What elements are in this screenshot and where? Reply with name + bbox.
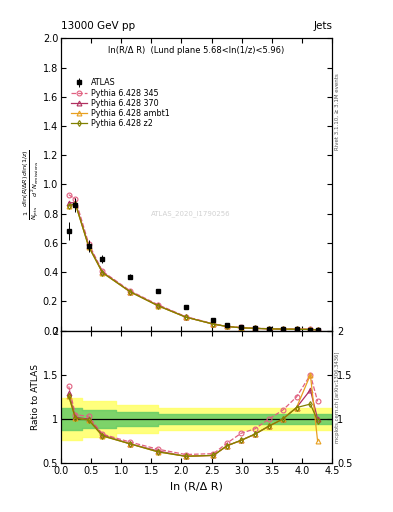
Pythia 6.428 ambt1: [66, 203, 71, 209]
Pythia 6.428 370: [308, 326, 313, 332]
Pythia 6.428 ambt1: [266, 326, 271, 332]
Text: mcplots.cern.ch [arXiv:1306.3436]: mcplots.cern.ch [arXiv:1306.3436]: [335, 351, 340, 443]
Pythia 6.428 345: [266, 326, 271, 332]
Pythia 6.428 z2: [266, 326, 271, 332]
Pythia 6.428 345: [73, 196, 78, 202]
Pythia 6.428 z2: [253, 325, 257, 331]
Text: 13000 GeV pp: 13000 GeV pp: [61, 20, 135, 31]
Pythia 6.428 ambt1: [183, 314, 188, 320]
Pythia 6.428 370: [100, 269, 105, 275]
Pythia 6.428 370: [128, 289, 132, 295]
Pythia 6.428 z2: [156, 303, 160, 309]
Pythia 6.428 345: [315, 327, 320, 333]
Pythia 6.428 345: [225, 323, 230, 329]
Pythia 6.428 ambt1: [253, 325, 257, 331]
Pythia 6.428 ambt1: [294, 326, 299, 332]
Pythia 6.428 370: [266, 326, 271, 332]
Pythia 6.428 370: [280, 326, 285, 332]
Pythia 6.428 z2: [73, 201, 78, 207]
Line: Pythia 6.428 z2: Pythia 6.428 z2: [67, 202, 320, 332]
Y-axis label: $\frac{1}{N_\mathrm{jets}}\frac{d\ln(R/\Delta R)\,d\ln(1/z)}{d^2 N_\mathrm{emiss: $\frac{1}{N_\mathrm{jets}}\frac{d\ln(R/\…: [22, 149, 41, 220]
Line: Pythia 6.428 345: Pythia 6.428 345: [66, 193, 320, 332]
Pythia 6.428 345: [100, 268, 105, 274]
Pythia 6.428 z2: [128, 289, 132, 295]
Text: ATLAS_2020_I1790256: ATLAS_2020_I1790256: [151, 210, 231, 217]
Pythia 6.428 z2: [86, 244, 91, 250]
Pythia 6.428 345: [308, 326, 313, 332]
Pythia 6.428 ambt1: [211, 321, 216, 327]
Pythia 6.428 345: [86, 241, 91, 247]
Pythia 6.428 345: [156, 302, 160, 308]
Pythia 6.428 ambt1: [156, 303, 160, 309]
Pythia 6.428 ambt1: [239, 325, 243, 331]
Text: ln(R/Δ R)  (Lund plane 5.68<ln(1/z)<5.96): ln(R/Δ R) (Lund plane 5.68<ln(1/z)<5.96): [108, 46, 285, 55]
Legend: ATLAS, Pythia 6.428 345, Pythia 6.428 370, Pythia 6.428 ambt1, Pythia 6.428 z2: ATLAS, Pythia 6.428 345, Pythia 6.428 37…: [68, 75, 173, 132]
Pythia 6.428 370: [156, 303, 160, 309]
Pythia 6.428 370: [73, 200, 78, 206]
Pythia 6.428 z2: [66, 203, 71, 209]
Pythia 6.428 345: [294, 326, 299, 332]
X-axis label: ln (R/Δ R): ln (R/Δ R): [170, 482, 223, 492]
Text: Jets: Jets: [313, 20, 332, 31]
Pythia 6.428 345: [66, 191, 71, 198]
Line: Pythia 6.428 ambt1: Pythia 6.428 ambt1: [66, 201, 320, 332]
Pythia 6.428 ambt1: [128, 289, 132, 295]
Pythia 6.428 ambt1: [280, 326, 285, 332]
Pythia 6.428 ambt1: [86, 244, 91, 250]
Pythia 6.428 370: [253, 325, 257, 331]
Pythia 6.428 370: [315, 327, 320, 333]
Pythia 6.428 z2: [183, 314, 188, 320]
Pythia 6.428 ambt1: [315, 327, 320, 333]
Y-axis label: Ratio to ATLAS: Ratio to ATLAS: [31, 364, 40, 430]
Pythia 6.428 345: [280, 326, 285, 332]
Text: Rivet 3.1.10, ≥ 3.1M events: Rivet 3.1.10, ≥ 3.1M events: [335, 73, 340, 150]
Pythia 6.428 z2: [308, 327, 313, 333]
Pythia 6.428 345: [211, 321, 216, 327]
Pythia 6.428 345: [253, 325, 257, 331]
Pythia 6.428 345: [183, 313, 188, 319]
Pythia 6.428 ambt1: [100, 270, 105, 276]
Pythia 6.428 370: [239, 325, 243, 331]
Pythia 6.428 ambt1: [308, 326, 313, 332]
Pythia 6.428 z2: [211, 321, 216, 327]
Pythia 6.428 370: [66, 200, 71, 206]
Pythia 6.428 370: [225, 324, 230, 330]
Pythia 6.428 z2: [315, 327, 320, 333]
Pythia 6.428 345: [128, 288, 132, 294]
Pythia 6.428 370: [86, 243, 91, 249]
Pythia 6.428 ambt1: [73, 201, 78, 207]
Pythia 6.428 z2: [225, 324, 230, 330]
Pythia 6.428 z2: [100, 270, 105, 276]
Pythia 6.428 370: [294, 326, 299, 332]
Pythia 6.428 ambt1: [225, 324, 230, 330]
Pythia 6.428 370: [183, 314, 188, 320]
Line: Pythia 6.428 370: Pythia 6.428 370: [66, 200, 320, 332]
Pythia 6.428 370: [211, 321, 216, 327]
Pythia 6.428 z2: [294, 326, 299, 332]
Pythia 6.428 345: [239, 325, 243, 331]
Pythia 6.428 z2: [280, 326, 285, 332]
Pythia 6.428 z2: [239, 325, 243, 331]
